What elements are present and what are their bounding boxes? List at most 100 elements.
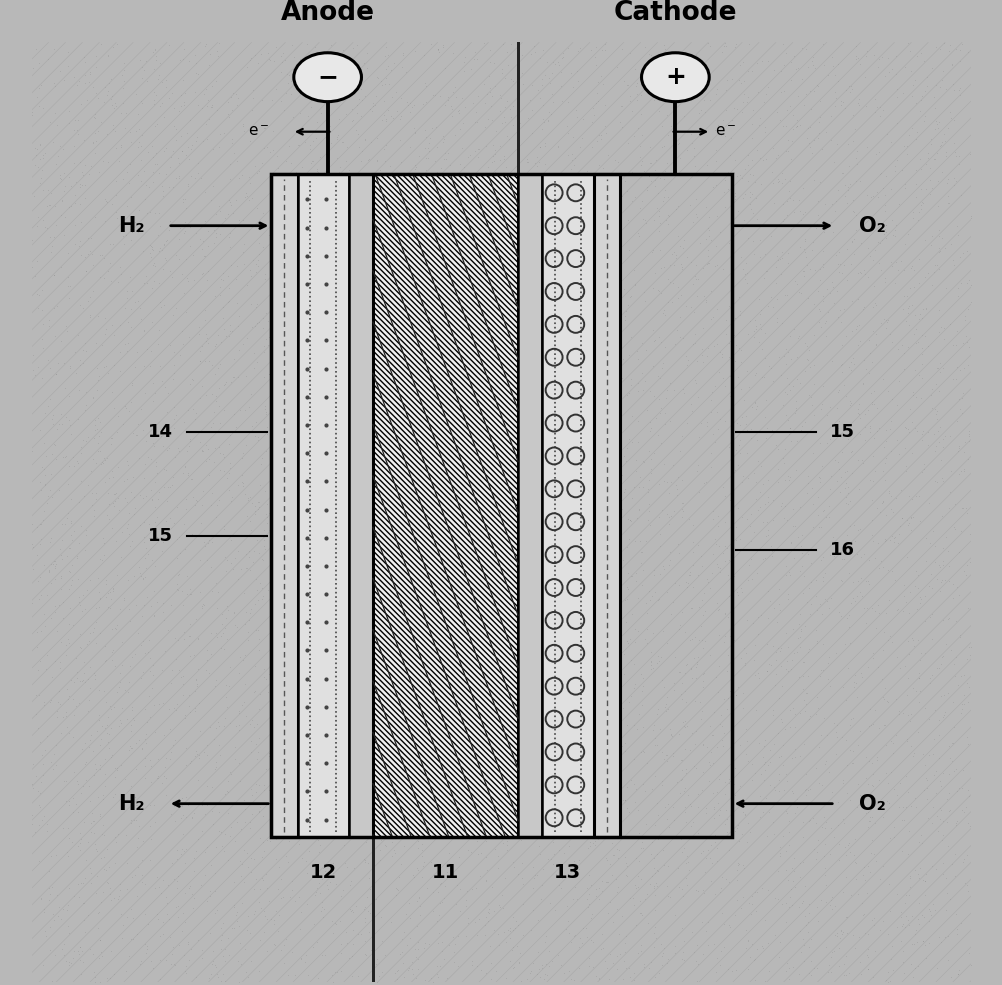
Point bbox=[805, 296, 821, 311]
Point bbox=[118, 909, 134, 925]
Point bbox=[693, 843, 709, 859]
Point bbox=[814, 378, 830, 394]
Point bbox=[930, 383, 946, 399]
Point bbox=[401, 195, 417, 211]
Point bbox=[199, 131, 215, 147]
Point bbox=[934, 554, 950, 569]
Point bbox=[301, 74, 317, 90]
Point bbox=[391, 947, 407, 962]
Point bbox=[874, 371, 890, 387]
Point bbox=[470, 520, 486, 536]
Point bbox=[700, 755, 716, 770]
Point bbox=[29, 519, 45, 535]
Point bbox=[736, 655, 753, 671]
Point bbox=[486, 154, 502, 169]
Point bbox=[519, 542, 535, 558]
Point bbox=[325, 625, 341, 641]
Point bbox=[621, 430, 637, 446]
Point bbox=[647, 411, 663, 427]
Point bbox=[307, 78, 323, 94]
Point bbox=[128, 597, 144, 613]
Point bbox=[362, 684, 378, 699]
Point bbox=[578, 526, 594, 542]
Point bbox=[593, 296, 609, 311]
Point bbox=[642, 644, 658, 660]
Point bbox=[291, 81, 307, 97]
Point bbox=[268, 450, 284, 466]
Point bbox=[939, 171, 955, 187]
Point bbox=[418, 588, 434, 604]
Point bbox=[348, 506, 364, 522]
Point bbox=[456, 49, 472, 65]
Point bbox=[156, 461, 172, 477]
Point bbox=[646, 333, 662, 349]
Point bbox=[390, 771, 406, 787]
Point bbox=[645, 333, 661, 349]
Point bbox=[496, 98, 512, 114]
Point bbox=[646, 162, 662, 177]
Point bbox=[86, 502, 102, 518]
Point bbox=[544, 952, 560, 968]
Point bbox=[266, 341, 282, 357]
Point bbox=[58, 448, 74, 464]
Point bbox=[344, 914, 360, 930]
Point bbox=[676, 713, 692, 729]
Point bbox=[912, 827, 928, 843]
Text: 11: 11 bbox=[432, 863, 459, 882]
Point bbox=[137, 433, 153, 449]
Point bbox=[309, 881, 325, 896]
Point bbox=[932, 773, 948, 789]
Point bbox=[60, 115, 76, 131]
Point bbox=[442, 768, 458, 784]
Point bbox=[370, 405, 386, 421]
Point bbox=[401, 895, 417, 911]
Point bbox=[570, 852, 586, 868]
Point bbox=[839, 527, 855, 543]
Point bbox=[584, 166, 600, 182]
Point bbox=[697, 199, 713, 215]
Point bbox=[61, 541, 77, 557]
Point bbox=[638, 755, 654, 771]
Point bbox=[253, 477, 269, 492]
Point bbox=[164, 469, 180, 485]
Point bbox=[261, 44, 277, 60]
Point bbox=[677, 765, 693, 781]
Point bbox=[860, 718, 876, 734]
Point bbox=[912, 306, 928, 322]
Point bbox=[155, 727, 171, 743]
Point bbox=[82, 625, 98, 641]
Point bbox=[727, 442, 743, 458]
Point bbox=[615, 282, 631, 297]
Point bbox=[386, 395, 402, 411]
Point bbox=[422, 777, 438, 793]
Point bbox=[486, 445, 502, 461]
Point bbox=[177, 963, 193, 979]
Point bbox=[760, 358, 776, 373]
Point bbox=[585, 692, 601, 708]
Point bbox=[81, 793, 97, 809]
Point bbox=[92, 806, 108, 821]
Point bbox=[731, 57, 747, 73]
Point bbox=[620, 385, 636, 401]
Point bbox=[247, 318, 264, 334]
Point bbox=[467, 512, 483, 528]
Point bbox=[619, 581, 635, 597]
Point bbox=[105, 121, 121, 137]
Point bbox=[731, 778, 747, 794]
Point bbox=[219, 94, 235, 109]
Point bbox=[86, 430, 102, 446]
Point bbox=[743, 756, 760, 772]
Point bbox=[44, 973, 60, 985]
Point bbox=[833, 551, 849, 566]
Point bbox=[276, 261, 292, 277]
Point bbox=[357, 498, 373, 514]
Point bbox=[329, 354, 345, 369]
Point bbox=[644, 722, 660, 738]
Point bbox=[894, 705, 910, 721]
Point bbox=[850, 402, 866, 418]
Point bbox=[329, 964, 345, 980]
Point bbox=[353, 800, 369, 816]
Point bbox=[888, 89, 904, 104]
Point bbox=[720, 842, 736, 858]
Point bbox=[170, 632, 186, 648]
